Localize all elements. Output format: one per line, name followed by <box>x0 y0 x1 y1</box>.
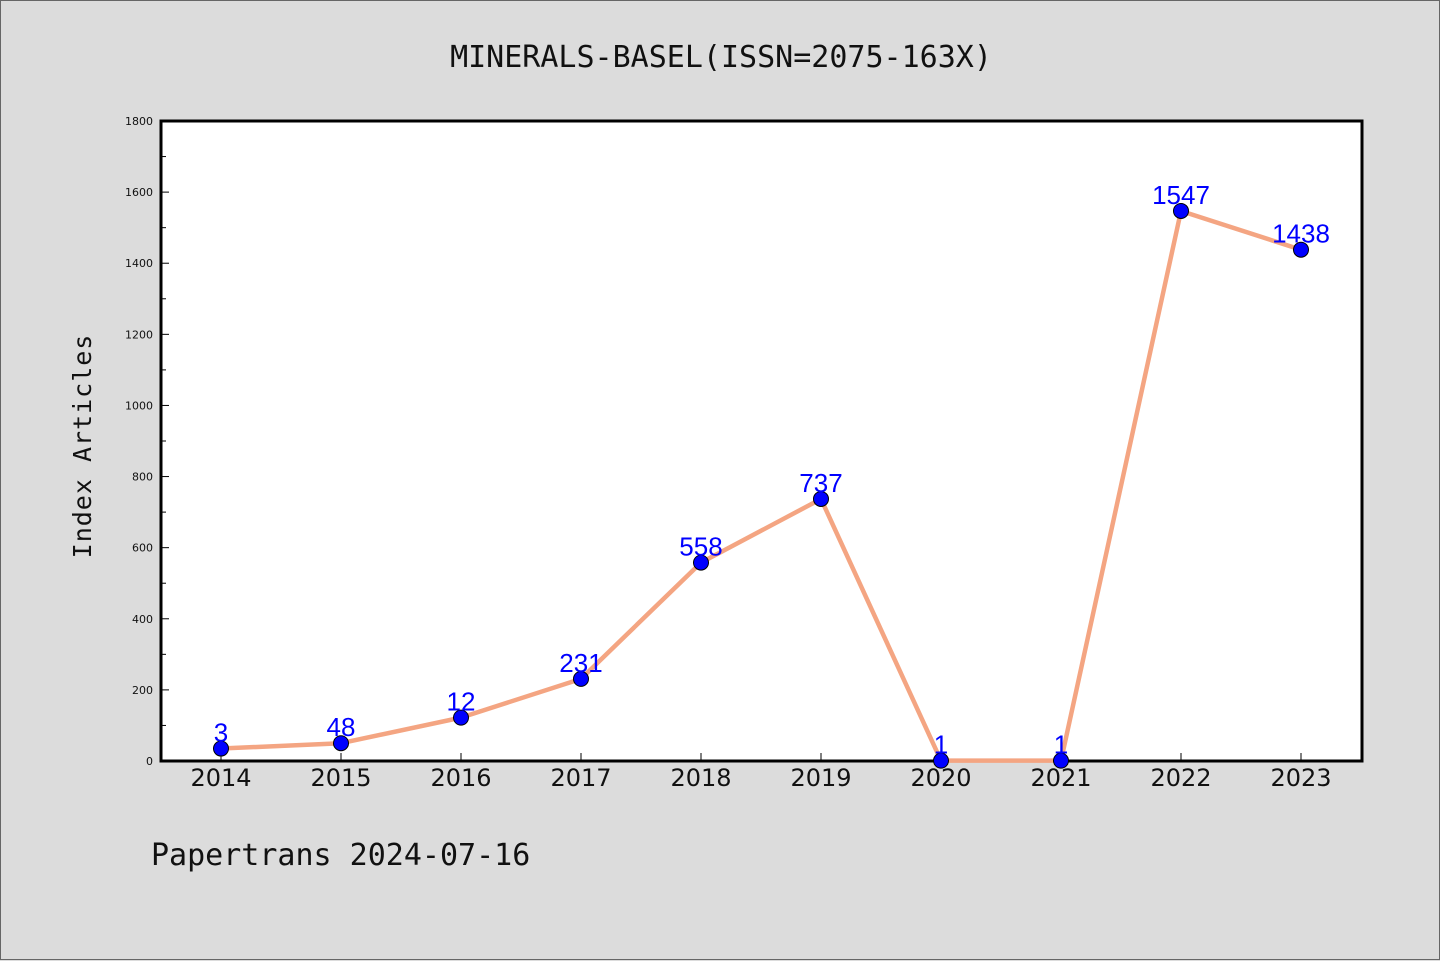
data-labels: 3 48 12 231 558 737 1 1 1547 1438 <box>214 180 1330 760</box>
y-tick-label: 400 <box>132 613 153 626</box>
data-label: 48 <box>327 712 356 742</box>
y-tick-label: 200 <box>132 684 153 697</box>
data-point <box>1053 752 1069 769</box>
x-tick-label: 2015 <box>310 764 371 792</box>
data-label: 1438 <box>1272 219 1330 249</box>
plot-area <box>159 119 1364 763</box>
data-point <box>1293 241 1309 258</box>
footer-credit: Papertrans 2024-07-16 <box>151 838 530 873</box>
x-tick-label: 2016 <box>430 764 491 792</box>
data-point <box>213 740 229 757</box>
data-point <box>813 490 829 507</box>
chart-title: MINERALS-BASEL(ISSN=2075-163X) <box>450 40 992 75</box>
y-tick-label: 1600 <box>125 186 153 199</box>
y-tick-label: 0 <box>146 755 153 768</box>
y-tick-label: 600 <box>132 542 153 555</box>
data-label: 1 <box>934 730 948 760</box>
y-axis-ticks: 0 200 400 600 800 1000 1200 1400 1600 1800 <box>125 115 169 768</box>
y-tick-label: 800 <box>132 471 153 484</box>
data-point <box>333 735 349 752</box>
series-articles <box>213 202 1309 769</box>
data-label: 3 <box>214 718 228 748</box>
data-point <box>693 554 709 571</box>
data-label: 231 <box>559 648 602 678</box>
data-point <box>573 670 589 687</box>
x-tick-label: 2019 <box>790 764 851 792</box>
data-point <box>933 752 949 769</box>
series-line <box>218 208 1304 763</box>
x-tick-label: 2021 <box>1030 764 1091 792</box>
data-label: 1547 <box>1152 180 1210 210</box>
data-point <box>1173 202 1189 219</box>
x-tick-label: 2022 <box>1150 764 1211 792</box>
x-axis-ticks: 2014 2015 2016 2017 2018 2019 2020 2021 2022 2023 <box>190 753 1332 792</box>
data-label: 1 <box>1054 730 1068 760</box>
y-tick-label: 1200 <box>125 328 153 341</box>
x-tick-label: 2017 <box>550 764 611 792</box>
y-tick-label: 1000 <box>125 399 153 412</box>
y-tick-label: 1800 <box>125 115 153 128</box>
x-tick-label: 2023 <box>1270 764 1331 792</box>
y-tick-label: 1400 <box>125 257 153 270</box>
x-tick-label: 2014 <box>190 764 251 792</box>
x-tick-label: 2018 <box>670 764 731 792</box>
data-label: 737 <box>799 468 842 498</box>
y-axis-label: Index Articles <box>68 334 97 559</box>
data-label: 558 <box>679 532 722 562</box>
x-tick-label: 2020 <box>910 764 971 792</box>
data-point <box>453 709 469 726</box>
data-label: 12 <box>447 687 476 717</box>
